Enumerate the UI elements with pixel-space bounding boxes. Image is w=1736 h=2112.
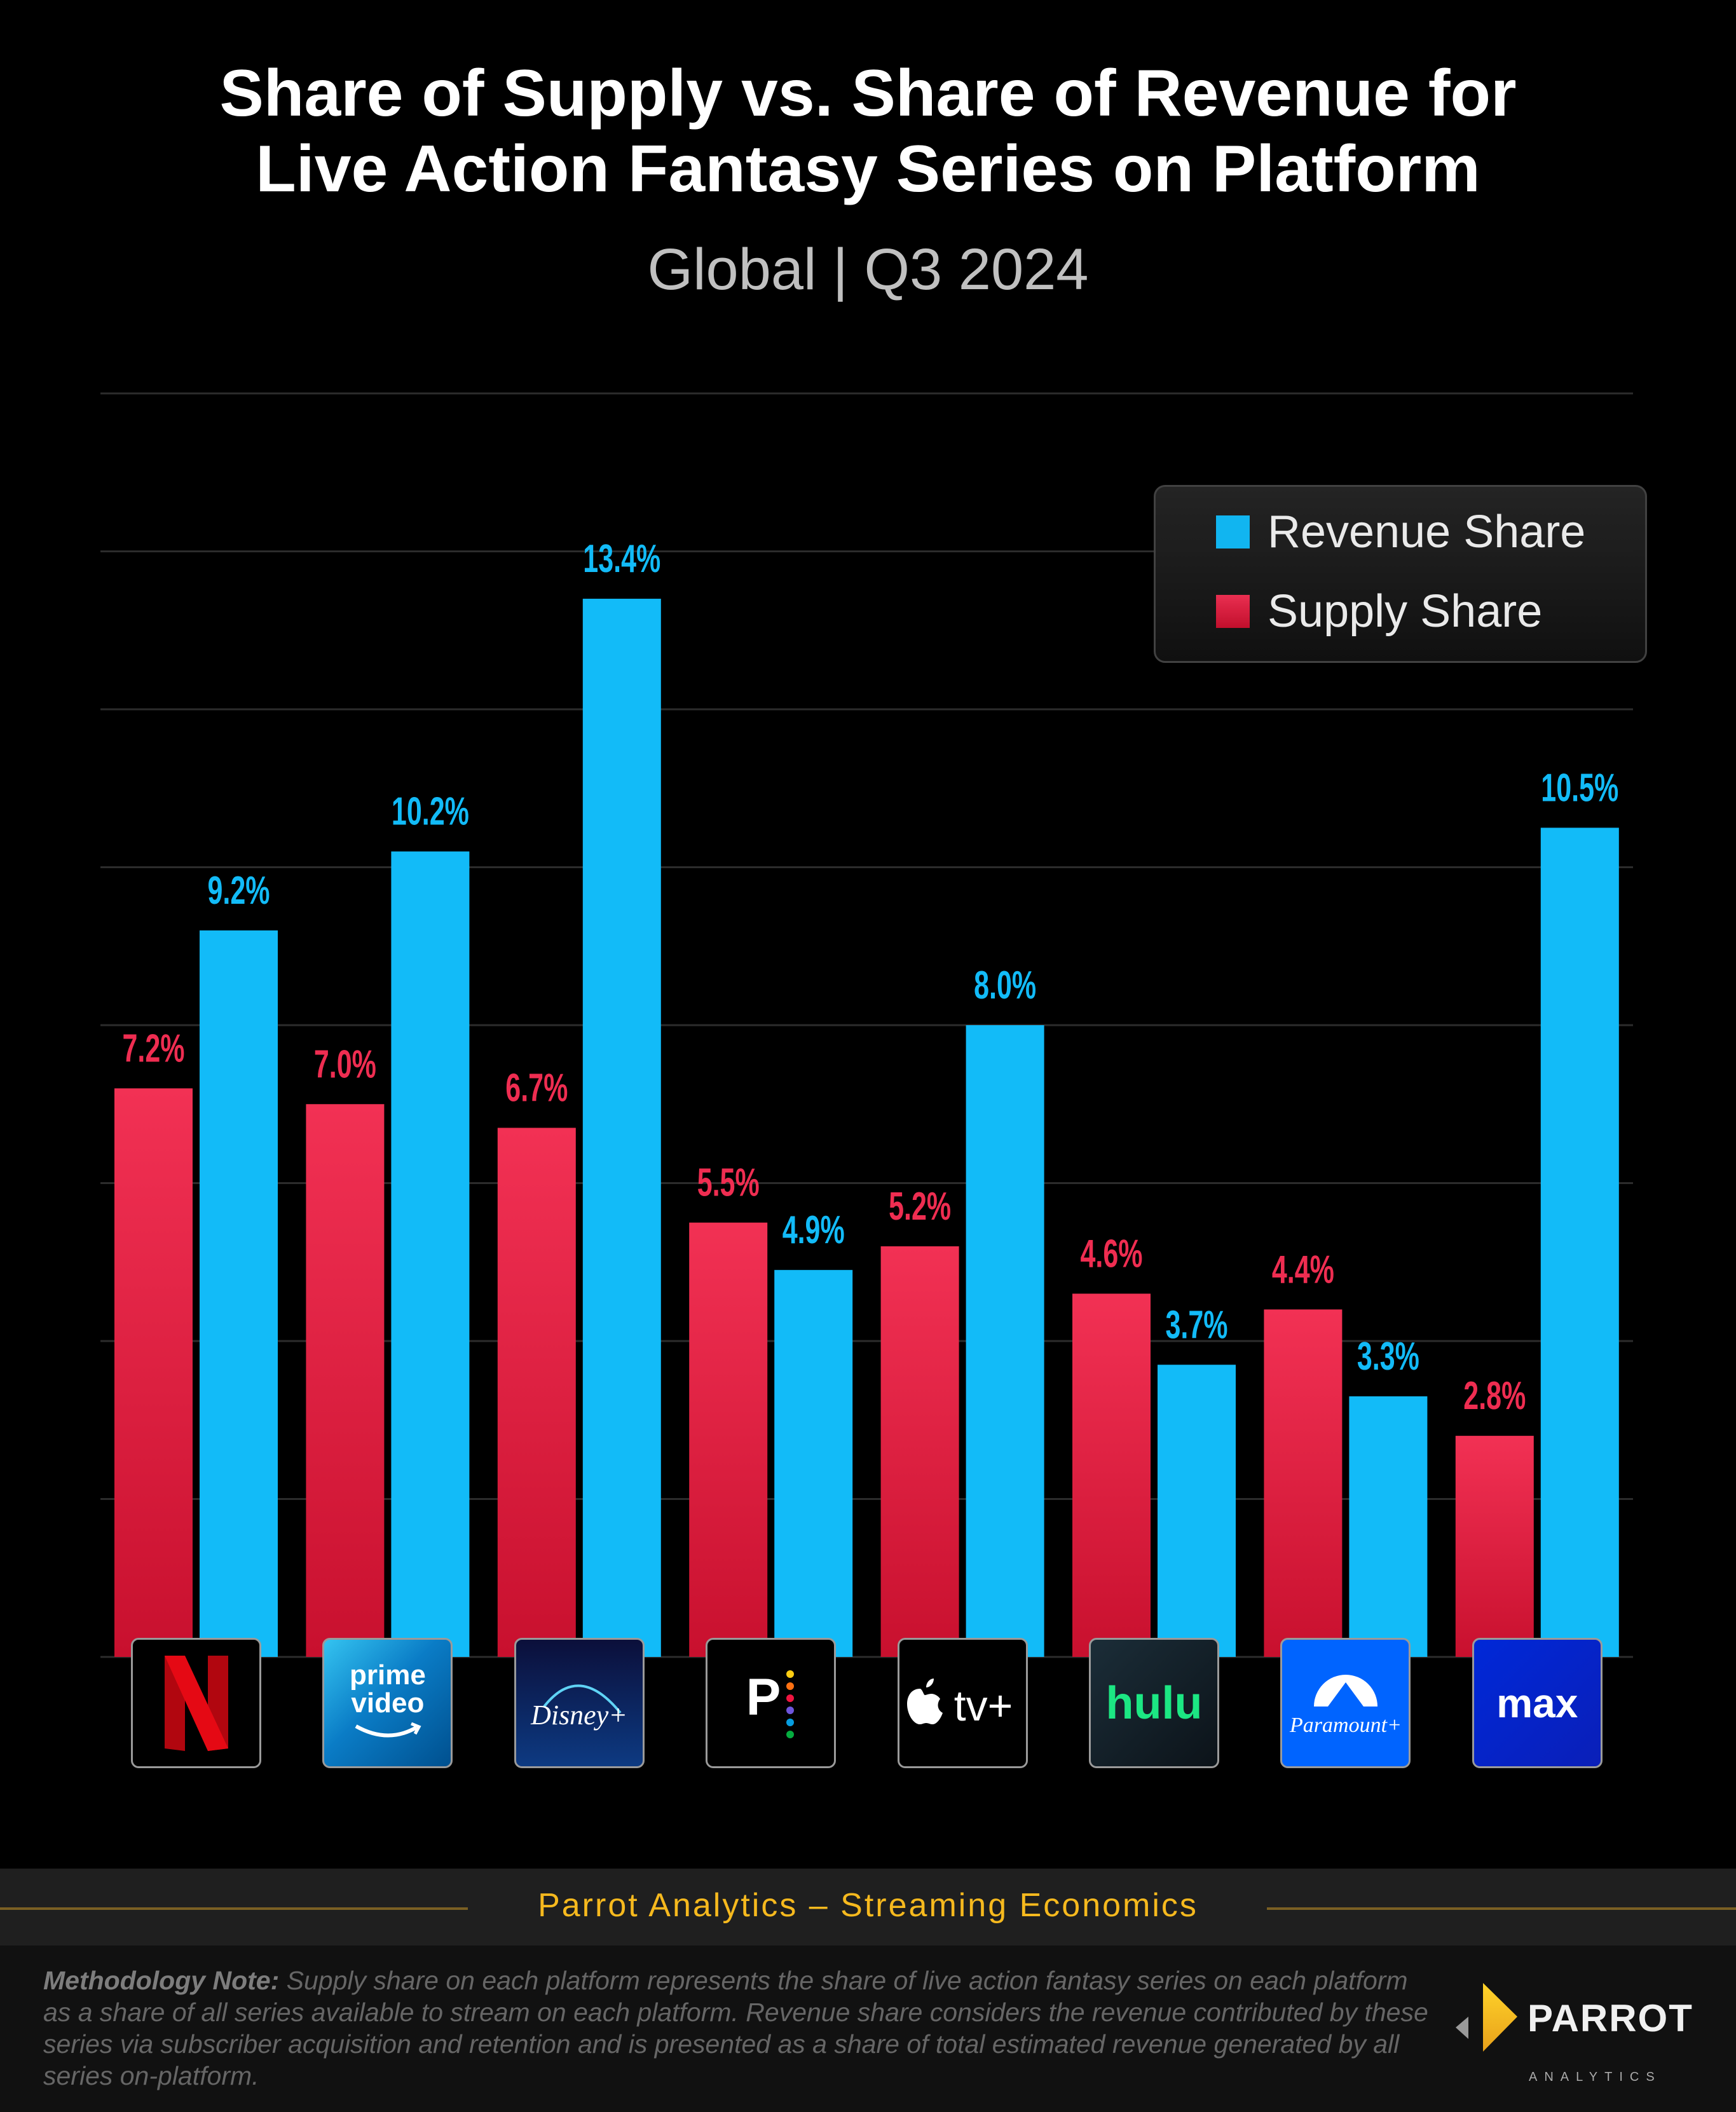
peacock-p-icon: P	[746, 1668, 794, 1738]
legend-label: Revenue Share	[1268, 507, 1586, 557]
data-label-revenue: 8.0%	[974, 964, 1036, 1007]
apple-tv-icon: tv+	[907, 1678, 1013, 1730]
bar-series	[114, 599, 1619, 1657]
max-text: max	[1496, 1680, 1578, 1726]
video-text: video	[351, 1687, 425, 1719]
bar-revenue-peacock	[774, 1270, 853, 1657]
data-label-revenue: 10.5%	[1541, 766, 1618, 810]
parrot-triangle-icon	[1456, 1983, 1517, 2052]
supply-swatch-icon	[1216, 595, 1250, 628]
methodology-note-text: Supply share on each platform represents…	[43, 1966, 1428, 2090]
chart-legend: Revenue Share Supply Share	[1154, 485, 1647, 663]
paramount-mountain-icon: Paramount+	[1289, 1674, 1402, 1737]
bar-revenue-disney-	[582, 599, 661, 1657]
data-label-supply: 5.5%	[697, 1161, 760, 1205]
bar-revenue-max	[1540, 828, 1619, 1657]
max-logo-icon: max	[1472, 1638, 1603, 1768]
methodology-note-area: Methodology Note: Supply share on each p…	[0, 1945, 1736, 2112]
netflix-logo-icon	[131, 1638, 261, 1768]
apple-tv-plus-logo-icon: tv+	[897, 1638, 1028, 1768]
data-label-supply: 5.2%	[889, 1185, 951, 1229]
bar-supply-netflix	[114, 1088, 193, 1657]
bar-revenue-hulu	[1158, 1365, 1236, 1657]
bar-revenue-apple-tv-	[966, 1025, 1044, 1657]
hulu-text: hulu	[1105, 1677, 1203, 1729]
disney-plus-logo-icon: Disney+	[514, 1638, 645, 1768]
data-label-supply: 7.0%	[314, 1042, 376, 1086]
data-label-supply: 2.8%	[1463, 1374, 1526, 1418]
parrot-wordmark: PARROT	[1528, 1997, 1693, 2040]
data-label-revenue: 13.4%	[583, 537, 660, 581]
legend-item-revenue-share: Revenue Share	[1216, 509, 1585, 555]
data-label-supply: 4.6%	[1081, 1232, 1143, 1276]
data-label-supply: 6.7%	[505, 1066, 568, 1110]
footer-brand-line: Parrot Analytics – Streaming Economics	[538, 1887, 1198, 1924]
bar-chart: 7.2% 7.0% 6.7% 5.5% 5.2% 4.6% 4.4% 2.8% 9.2% 10.2…	[100, 392, 1633, 1658]
netflix-n-icon	[164, 1655, 228, 1751]
data-label-supply: 4.4%	[1272, 1248, 1334, 1291]
data-label-revenue: 10.2%	[392, 790, 469, 834]
data-label-supply: 7.2%	[123, 1026, 185, 1070]
bar-supply-max	[1455, 1436, 1534, 1657]
data-label-revenue: 3.3%	[1357, 1335, 1419, 1379]
methodology-note-label: Methodology Note:	[43, 1966, 280, 1995]
footer-divider-left	[0, 1907, 468, 1910]
bar-revenue-netflix	[200, 930, 278, 1657]
paramount-plus-logo-icon: Paramount+	[1280, 1638, 1411, 1768]
prime-text: prime	[349, 1659, 426, 1691]
chart-title-line-2: Live Action Fantasy Series on Platform	[256, 132, 1480, 206]
peacock-text: P	[746, 1668, 781, 1726]
chart-subtitle: Global | Q3 2024	[647, 237, 1089, 302]
bar-supply-peacock	[689, 1222, 768, 1657]
peacock-logo-icon: P	[706, 1638, 837, 1768]
paramount-text: Paramount+	[1289, 1713, 1402, 1737]
chart-title-line-1: Share of Supply vs. Share of Revenue for	[219, 57, 1517, 130]
parrot-analytics-logo: PARROT ANALYTICS	[1452, 1980, 1692, 2083]
bar-supply-apple-tv-	[880, 1246, 959, 1657]
methodology-note: Methodology Note: Supply share on each p…	[43, 1965, 1429, 2092]
data-label-revenue: 3.7%	[1166, 1303, 1228, 1347]
hulu-logo-icon: hulu	[1089, 1638, 1219, 1768]
revenue-swatch-icon	[1216, 515, 1250, 548]
data-label-revenue: 9.2%	[208, 869, 270, 913]
tv-plus-text: tv+	[954, 1682, 1013, 1730]
amazon-smile-icon	[355, 1722, 421, 1737]
data-labels: 7.2% 7.0% 6.7% 5.5% 5.2% 4.6% 4.4% 2.8% 9.2% 10.2…	[123, 537, 1619, 1418]
footer-divider-right	[1267, 1907, 1736, 1910]
bar-supply-prime-video	[306, 1104, 385, 1657]
disney-text: Disney+	[530, 1700, 627, 1731]
parrot-analytics-subtext: ANALYTICS	[1529, 2070, 1662, 2084]
bar-supply-paramount-	[1264, 1309, 1343, 1657]
bar-supply-disney-	[497, 1128, 576, 1657]
bar-revenue-prime-video	[391, 851, 470, 1657]
disney-arc-icon: Disney+	[530, 1684, 627, 1731]
bar-revenue-paramount-	[1349, 1396, 1428, 1657]
prime-video-logo-icon: prime video	[322, 1638, 453, 1768]
legend-label: Supply Share	[1268, 586, 1543, 637]
bar-supply-hulu	[1072, 1293, 1151, 1657]
footer-brand-band: Parrot Analytics – Streaming Economics	[0, 1869, 1736, 1945]
legend-item-supply-share: Supply Share	[1216, 589, 1542, 634]
data-label-revenue: 4.9%	[783, 1208, 845, 1252]
